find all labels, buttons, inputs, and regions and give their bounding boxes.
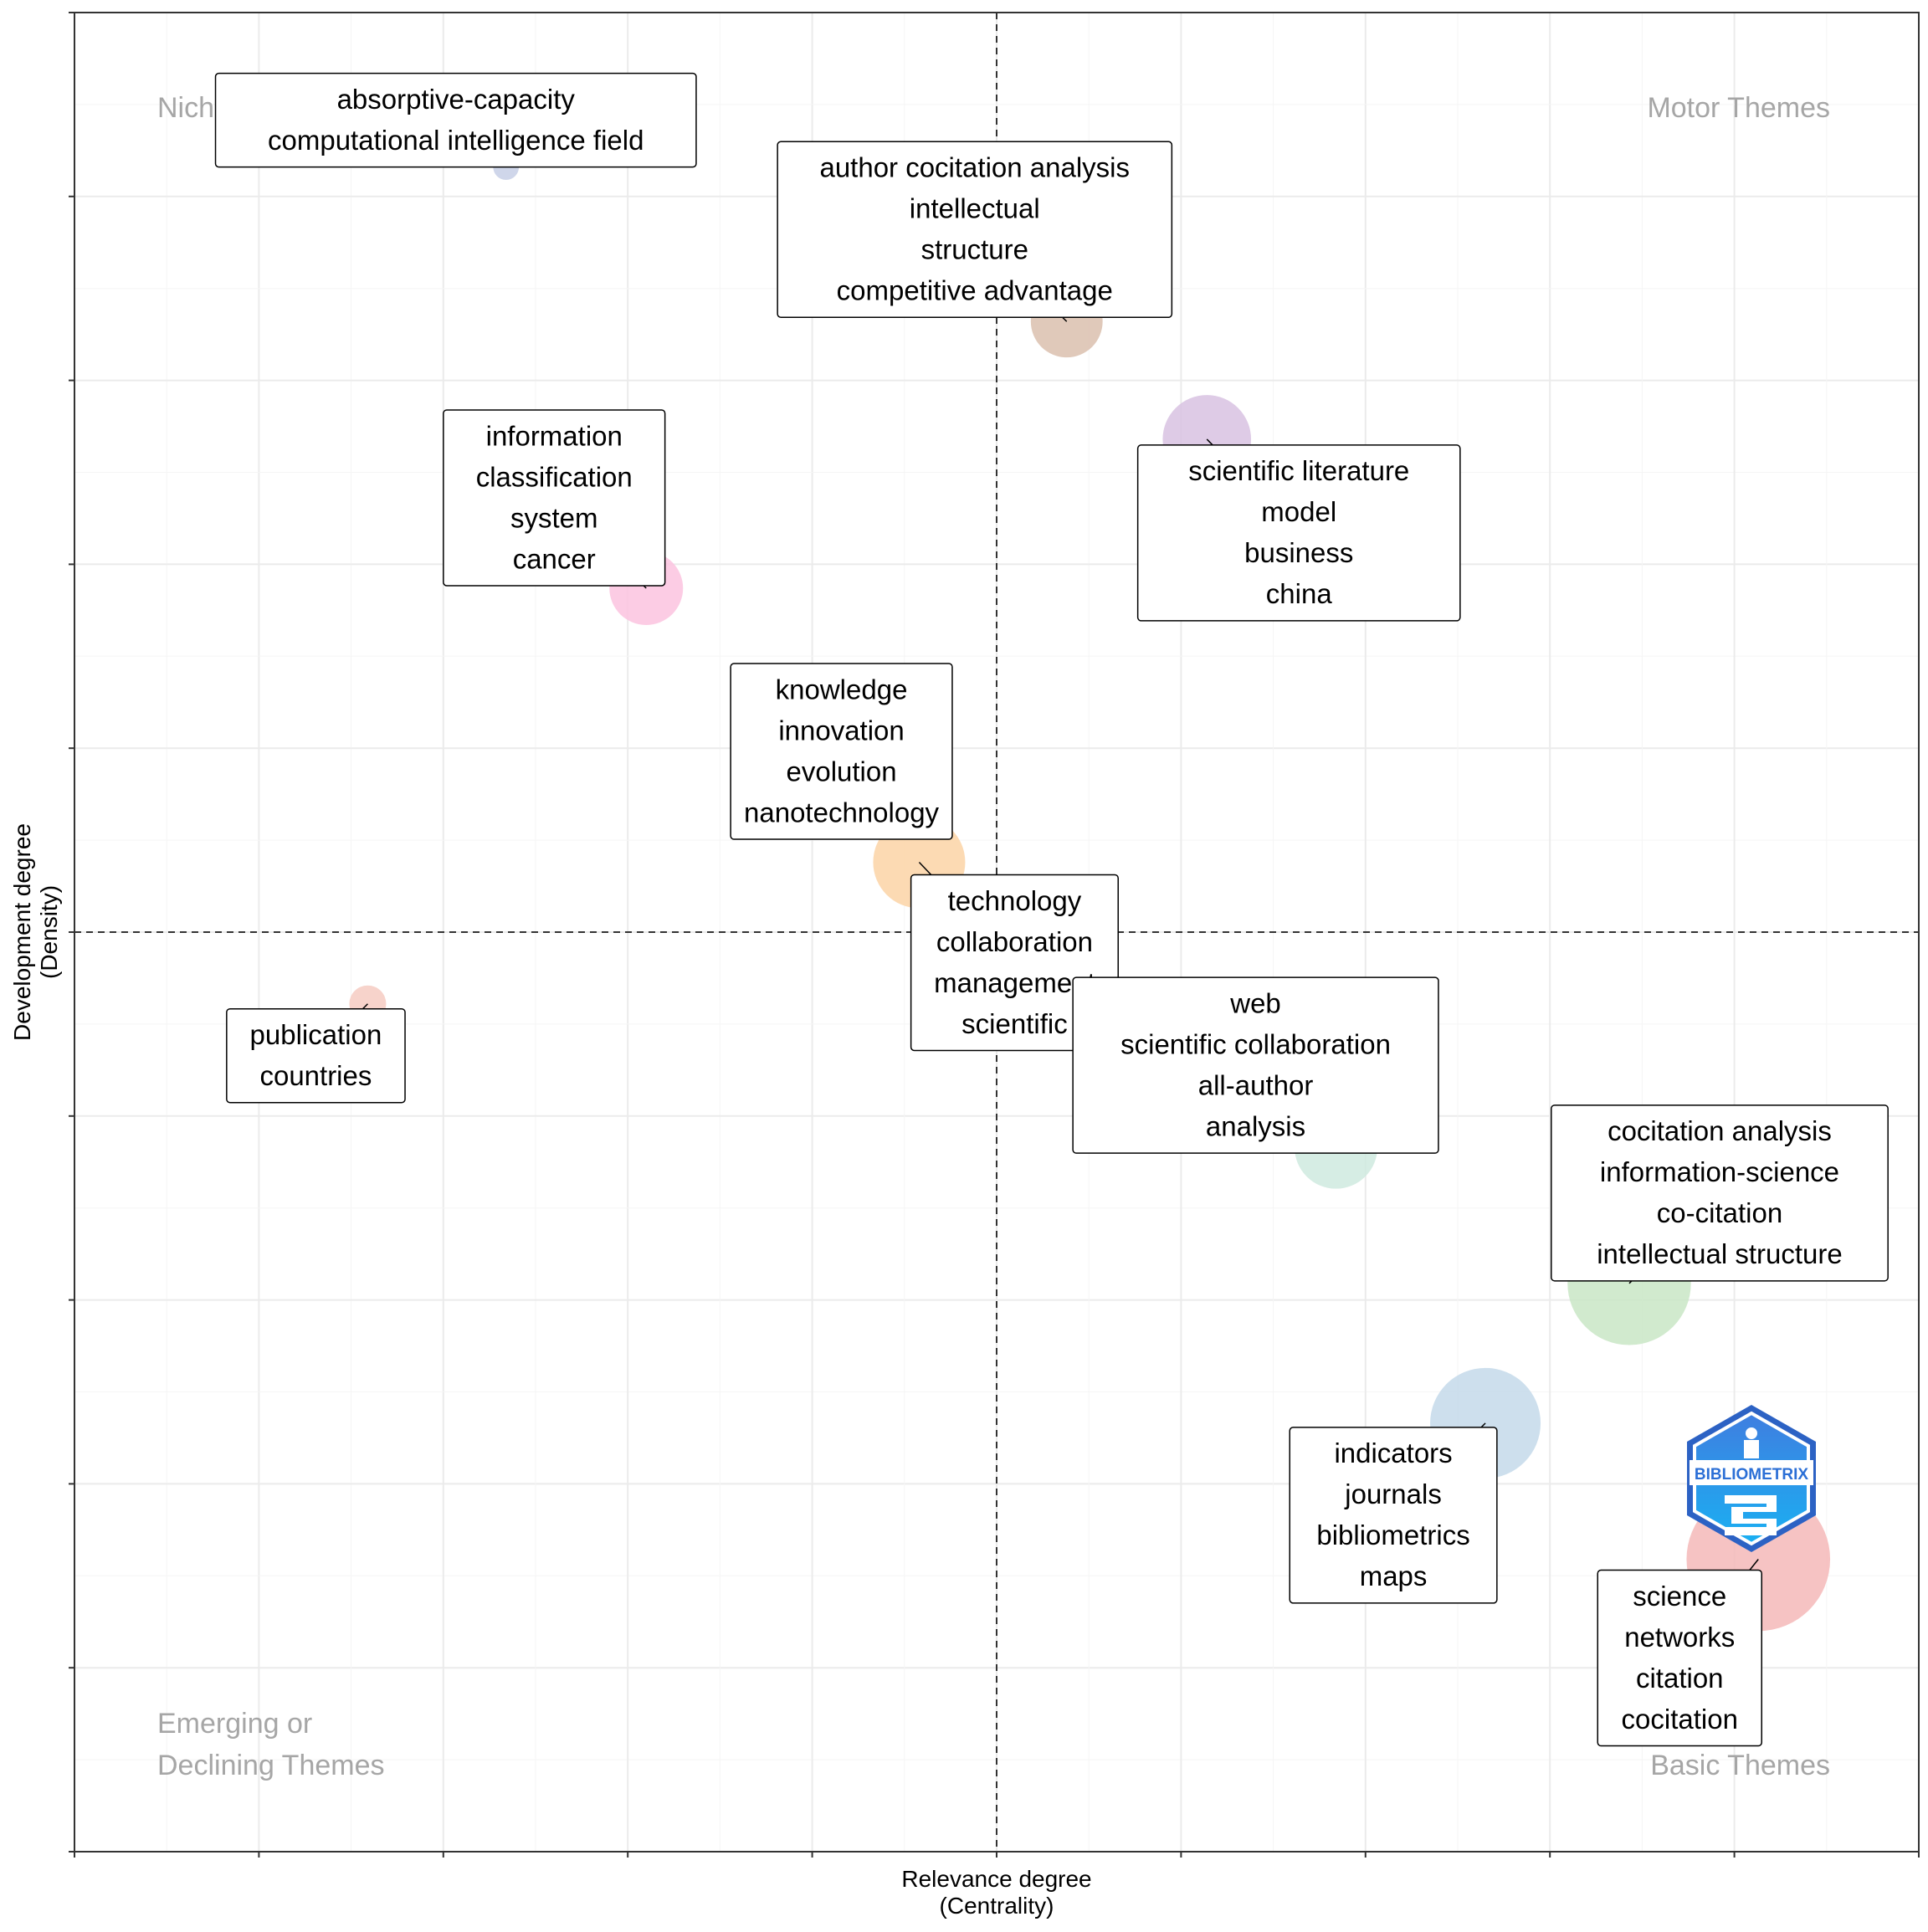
- cluster-label: indicators journals bibliometrics maps: [1289, 1422, 1498, 1604]
- label-term: management: [934, 967, 1095, 998]
- logo-text: BIBLIOMETRIX: [1695, 1466, 1808, 1484]
- label-term: structure: [921, 234, 1028, 265]
- cluster-label: web scientific collaboration all-author ana…: [1072, 976, 1439, 1154]
- label-box: [1136, 444, 1461, 622]
- x-axis-title: (Centrality): [940, 1893, 1054, 1919]
- label-term: information: [486, 420, 623, 451]
- label-box: [777, 141, 1173, 319]
- logo-banner: [1690, 1460, 1813, 1485]
- label-term: china: [1266, 578, 1333, 609]
- label-term: classification: [476, 461, 633, 492]
- label-term: indicators: [1334, 1437, 1452, 1468]
- quadrant-label-basic: Basic Themes: [1650, 1750, 1830, 1781]
- logo-letter-shape: [1725, 1495, 1777, 1535]
- cluster-labels: absorptive-capacity computational intelli…: [214, 72, 1889, 1747]
- cluster-label: information classification system cancer: [443, 409, 666, 589]
- logo-figure-head: [1746, 1427, 1757, 1439]
- cluster-label: knowledge innovation evolution nanotechnolo…: [730, 663, 953, 840]
- label-term: cancer: [513, 543, 596, 574]
- label-box: [1597, 1569, 1763, 1747]
- label-term: cocitation analysis: [1608, 1115, 1832, 1146]
- label-term: all-author: [1198, 1069, 1314, 1100]
- label-term: knowledge: [776, 674, 908, 705]
- label-box: [1072, 976, 1439, 1154]
- label-box: [910, 874, 1119, 1052]
- axes: Relevance degree(Centrality) Development …: [9, 12, 1920, 1919]
- label-term: business: [1244, 537, 1353, 568]
- label-term: cocitation: [1622, 1704, 1738, 1735]
- label-term: technology: [948, 885, 1082, 916]
- y-axis-title: (Density): [36, 885, 62, 979]
- cluster-label: publication countries: [226, 1003, 406, 1104]
- label-term: journals: [1344, 1478, 1442, 1509]
- label-term: maps: [1360, 1560, 1428, 1591]
- quadrant-labels: Niche Themes Motor Themes Emerging or De…: [157, 92, 1830, 1781]
- label-term: science: [1633, 1581, 1726, 1612]
- label-term: information-science: [1600, 1156, 1839, 1187]
- label-term: networks: [1624, 1622, 1735, 1653]
- label-term: scientific literature: [1188, 455, 1409, 486]
- label-term: analysis: [1206, 1110, 1305, 1141]
- quadrant-label-emerging-line-1: Emerging or: [157, 1708, 312, 1740]
- label-term: absorptive-capacity: [337, 84, 576, 115]
- y-axis-title: Development degree: [9, 823, 35, 1041]
- logo-figure-body: [1744, 1440, 1759, 1458]
- label-box: [226, 1007, 406, 1104]
- x-axis-title: Relevance degree: [901, 1866, 1091, 1892]
- label-term: collaboration: [936, 926, 1093, 957]
- label-term: computational intelligence field: [268, 125, 644, 156]
- cluster-label: author cocitation analysis intellectual st…: [777, 141, 1173, 322]
- label-term: intellectual: [910, 193, 1040, 224]
- label-box: [443, 409, 666, 587]
- label-term: scientific: [961, 1008, 1068, 1039]
- label-term: innovation: [778, 715, 904, 746]
- quadrant-label-emerging-line-2: Declining Themes: [157, 1750, 385, 1781]
- label-box: [730, 663, 953, 840]
- label-term: countries: [259, 1060, 372, 1091]
- cluster-label: cocitation analysis information-science co…: [1551, 1104, 1889, 1284]
- cluster-label: absorptive-capacity computational intelli…: [214, 72, 697, 168]
- cluster-label: science networks citation cocitation: [1597, 1559, 1763, 1747]
- label-term: bibliometrics: [1316, 1519, 1469, 1550]
- label-term: evolution: [786, 756, 896, 787]
- label-term: citation: [1636, 1663, 1724, 1694]
- label-term: co-citation: [1657, 1197, 1782, 1228]
- cluster-label: scientific literature model business china: [1136, 438, 1461, 622]
- label-term: author cocitation analysis: [819, 152, 1130, 183]
- label-box: [1551, 1104, 1889, 1282]
- label-term: nanotechnology: [744, 797, 940, 828]
- label-term: system: [510, 502, 598, 533]
- label-term: competitive advantage: [837, 275, 1113, 306]
- label-term: intellectual structure: [1597, 1238, 1842, 1269]
- label-term: web: [1229, 987, 1281, 1018]
- cluster-label: technology collaboration management scienti…: [910, 861, 1119, 1052]
- label-box: [214, 72, 697, 168]
- label-term: scientific collaboration: [1120, 1028, 1391, 1059]
- label-box: [1289, 1427, 1498, 1604]
- quadrant-label-motor: Motor Themes: [1647, 92, 1830, 124]
- label-term: model: [1261, 496, 1336, 527]
- label-term: publication: [250, 1019, 382, 1050]
- bibliometrix-logo: BIBLIOMETRIX: [1687, 1405, 1816, 1552]
